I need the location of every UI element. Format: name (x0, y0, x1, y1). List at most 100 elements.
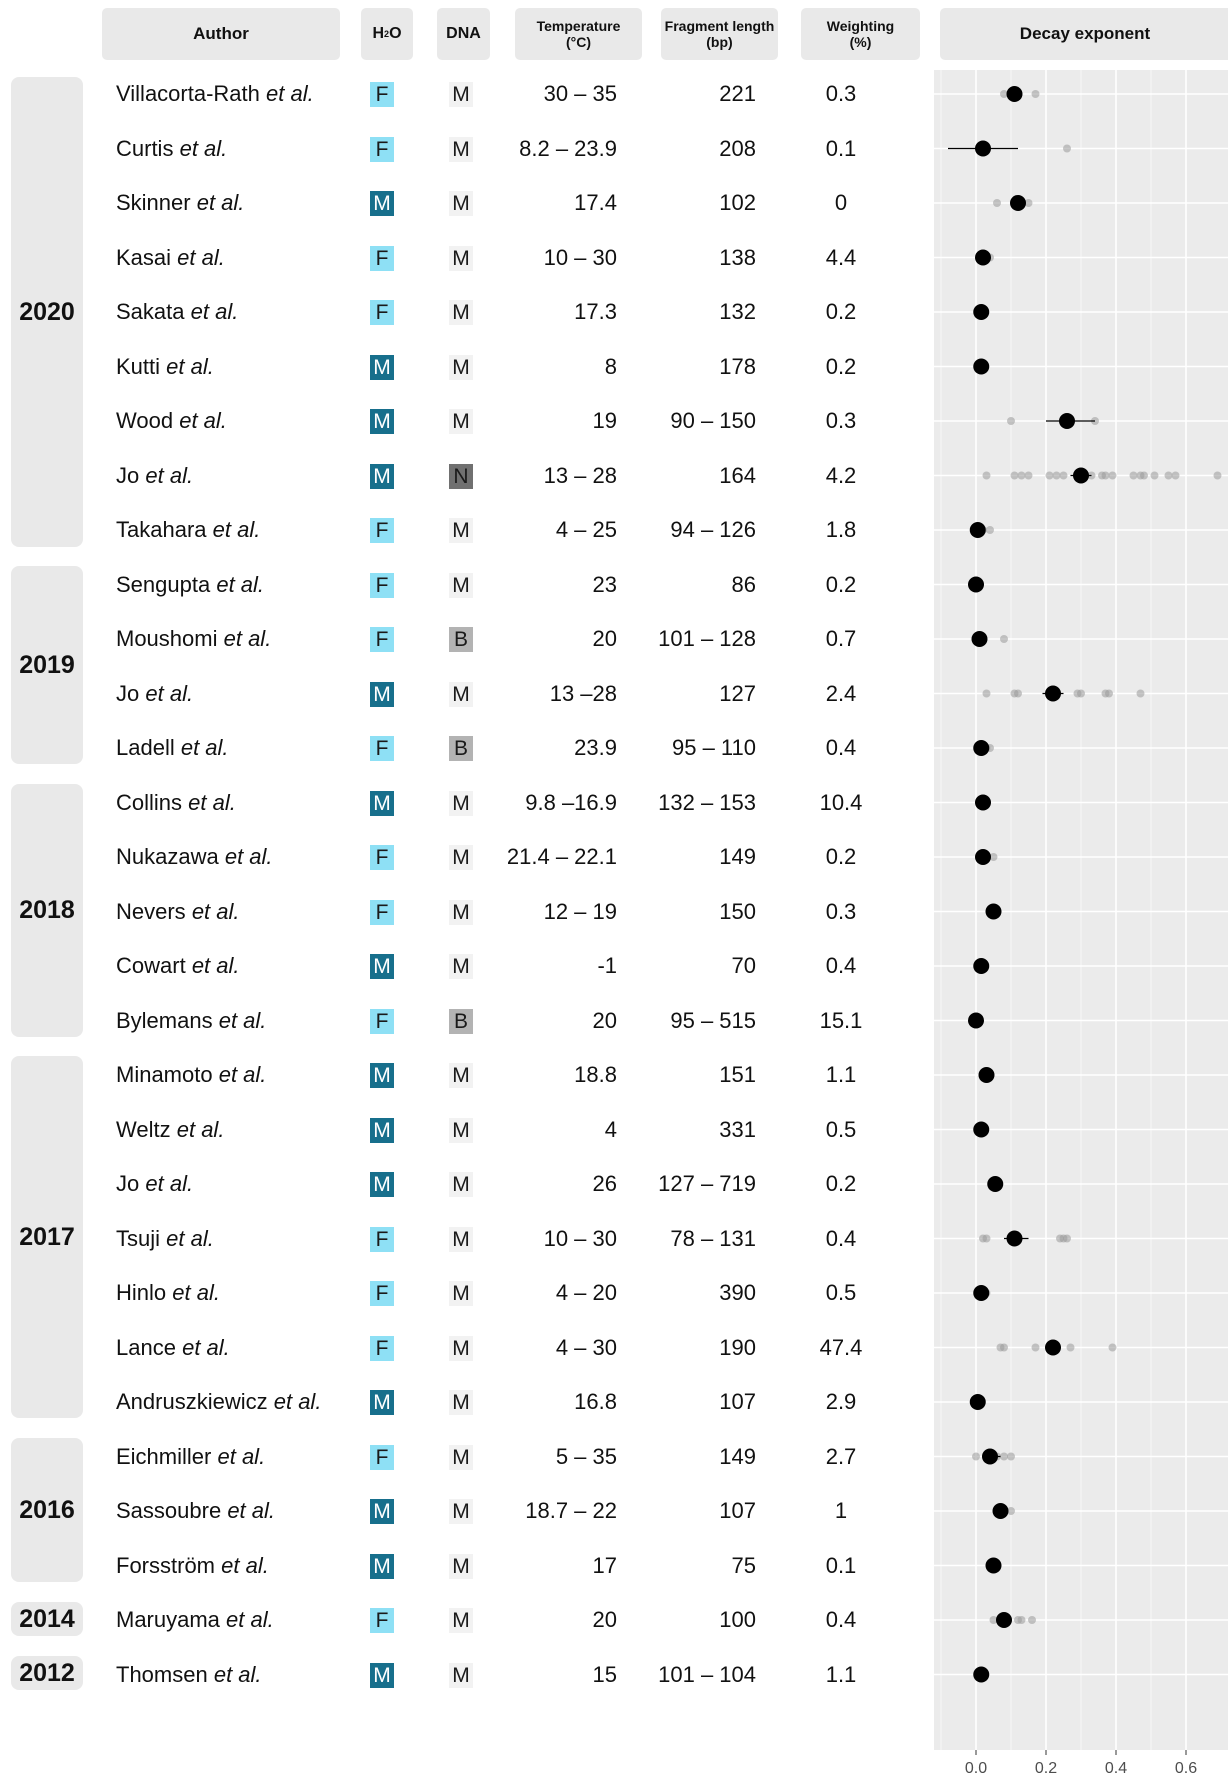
dna-type-badge: M (449, 900, 473, 925)
dna-type-badge: M (449, 355, 473, 380)
table-row: Lance et al. F M 4 – 30 190 47.4 (0, 1321, 935, 1375)
dna-type-badge: M (449, 1663, 473, 1688)
individual-estimate-point (1000, 90, 1008, 98)
mean-estimate-point (973, 358, 990, 375)
water-type-badge: F (370, 736, 394, 761)
individual-estimate-point (972, 1452, 980, 1461)
weighting-cell: 0.3 (825, 899, 857, 924)
author-cell: Wood et al. (116, 394, 227, 448)
fragment-length-cell: 95 – 515 (670, 1008, 756, 1033)
author-cell: Sengupta et al. (116, 558, 264, 612)
individual-estimate-point (1010, 471, 1019, 480)
temperature-cell: 5 – 35 (555, 1444, 617, 1469)
mean-estimate-point (973, 1666, 990, 1683)
individual-estimate-point (1007, 1452, 1015, 1461)
temperature-cell: 30 – 35 (543, 81, 617, 106)
individual-estimate-point (1000, 1452, 1008, 1461)
individual-estimate-point (1136, 689, 1145, 698)
water-type-badge: F (370, 1608, 394, 1633)
individual-estimate-point (1101, 471, 1110, 480)
weighting-cell: 1.1 (825, 1062, 857, 1087)
author-etal: et al. (273, 1389, 322, 1414)
author-name: Thomsen (116, 1662, 208, 1687)
individual-estimate-point (1017, 1616, 1026, 1624)
author-etal: et al. (172, 1280, 220, 1305)
weighting-cell: 1.1 (825, 1662, 857, 1687)
fragment-length-cell: 107 (719, 1498, 756, 1523)
water-type-badge: M (370, 682, 394, 707)
water-type-badge: F (370, 1445, 394, 1470)
author-name: Forsström (116, 1553, 215, 1578)
author-cell: Thomsen et al. (116, 1648, 262, 1702)
table-row: Forsström et al. M M 17 75 0.1 (0, 1539, 935, 1593)
table-row: Curtis et al. F M 8.2 – 23.9 208 0.1 (0, 122, 935, 176)
year-group-2017: 2017 (11, 1056, 83, 1418)
fragment-length-cell: 178 (719, 354, 756, 379)
table-row: Bylemans et al. F B 20 95 – 515 15.1 (0, 994, 935, 1048)
author-etal: et al. (212, 517, 261, 542)
author-name: Sengupta (116, 572, 211, 597)
author-cell: Villacorta-Rath et al. (116, 67, 314, 121)
individual-estimate-point (1031, 1343, 1040, 1352)
mean-estimate-point (969, 1394, 986, 1410)
temperature-cell: 21.4 – 22.1 (506, 844, 617, 869)
mean-estimate-point (1045, 685, 1061, 702)
header-author: Author (102, 8, 340, 60)
author-etal: et al. (223, 626, 272, 651)
author-name: Nukazawa (116, 844, 219, 869)
table-row: Jo et al. M M 13 –28 127 2.4 (0, 667, 935, 721)
table-row: Kutti et al. M M 8 178 0.2 (0, 340, 935, 394)
author-cell: Collins et al. (116, 776, 236, 830)
table-row: Sengupta et al. F M 23 86 0.2 (0, 558, 935, 612)
individual-estimate-point (1028, 1616, 1036, 1624)
table-row: Skinner et al. M M 17.4 102 0 (0, 176, 935, 230)
table-row: Weltz et al. M M 4 331 0.5 (0, 1103, 935, 1157)
dna-type-badge: M (449, 1390, 473, 1415)
table-row: Takahara et al. F M 4 – 25 94 – 126 1.8 (0, 503, 935, 557)
author-cell: Lance et al. (116, 1321, 230, 1375)
header-h2o-o: O (389, 25, 402, 42)
water-type-badge: M (370, 1172, 394, 1197)
individual-estimate-point (982, 689, 991, 698)
weighting-cell: 0.3 (825, 408, 857, 433)
temperature-cell: 23.9 (574, 735, 617, 760)
water-type-badge: M (370, 1063, 394, 1088)
author-name: Cowart (116, 953, 186, 978)
author-cell: Takahara et al. (116, 503, 260, 557)
author-name: Sakata (116, 299, 185, 324)
mean-estimate-point (971, 631, 988, 647)
author-cell: Kutti et al. (116, 340, 214, 394)
individual-estimate-point (1059, 471, 1068, 480)
year-group-2016: 2016 (11, 1438, 83, 1582)
weighting-cell: 0.5 (825, 1280, 857, 1305)
weighting-cell: 4.2 (825, 463, 857, 488)
temperature-cell: 10 – 30 (543, 1226, 617, 1251)
weighting-cell: 0.1 (825, 1553, 857, 1578)
fragment-length-cell: 107 (719, 1389, 756, 1414)
individual-estimate-point (1063, 1234, 1071, 1243)
dna-type-badge: M (449, 518, 473, 543)
weighting-cell: 0.2 (825, 299, 857, 324)
temperature-cell: 4 – 20 (555, 1280, 617, 1305)
individual-estimate-point (1014, 689, 1022, 698)
header-weighting-line1: Weighting (826, 18, 895, 34)
fragment-length-cell: 164 (719, 463, 756, 488)
author-name: Eichmiller (116, 1444, 212, 1469)
dna-type-badge: M (449, 1608, 473, 1633)
fragment-length-cell: 70 (731, 953, 756, 978)
mean-estimate-point (982, 1448, 998, 1465)
author-cell: Jo et al. (116, 667, 193, 721)
weighting-cell: 0.4 (825, 1226, 857, 1251)
author-cell: Cowart et al. (116, 939, 240, 993)
table-row: Eichmiller et al. F M 5 – 35 149 2.7 (0, 1430, 935, 1484)
x-tick-label: 0.6 (1175, 1760, 1197, 1777)
water-type-badge: M (370, 1390, 394, 1415)
fragment-length-cell: 331 (719, 1117, 756, 1142)
fragment-length-cell: 149 (719, 1444, 756, 1469)
table-row: Hinlo et al. F M 4 – 20 390 0.5 (0, 1266, 935, 1320)
water-type-badge: F (370, 1009, 394, 1034)
dna-type-badge: M (449, 137, 473, 162)
author-cell: Eichmiller et al. (116, 1430, 265, 1484)
water-type-badge: F (370, 1336, 394, 1361)
water-type-badge: F (370, 137, 394, 162)
